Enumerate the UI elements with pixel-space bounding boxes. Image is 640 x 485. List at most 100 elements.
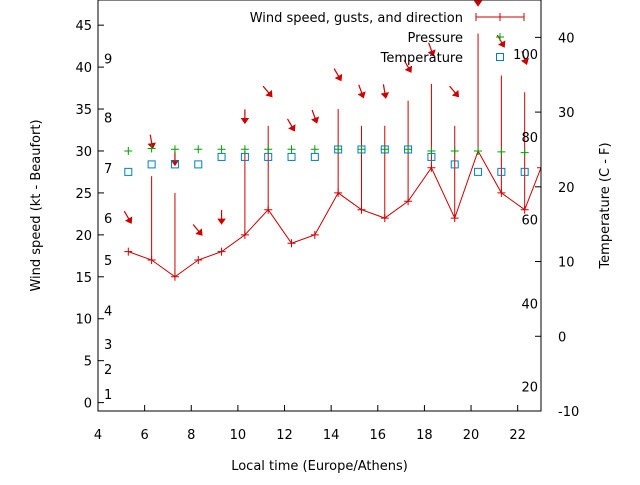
temperature-point <box>427 152 436 161</box>
temperature-point <box>147 160 156 169</box>
arrow-head <box>124 216 133 224</box>
temperature-point <box>520 167 529 176</box>
y2-tick-label: 30 <box>558 106 575 121</box>
wind-speed-point <box>427 163 436 172</box>
x-axis-title: Local time (Europe/Athens) <box>231 459 408 474</box>
beaufort-label: 7 <box>104 162 112 177</box>
wind-speed-point <box>240 230 249 239</box>
temperature-point <box>310 152 319 161</box>
beaufort-label: 2 <box>104 363 112 378</box>
temperature-point <box>474 167 483 176</box>
arrow-head <box>288 124 296 132</box>
wind-direction-arrow <box>240 109 250 125</box>
wind-speed-point <box>287 239 296 248</box>
arrow-head <box>427 49 436 57</box>
pressure-point <box>217 145 226 154</box>
arrow-head <box>195 228 203 236</box>
temperature-point <box>450 160 459 169</box>
wind-direction-arrow <box>520 50 529 66</box>
arrow-head <box>520 57 529 66</box>
pressure-point <box>404 145 413 154</box>
arrow-head <box>451 89 460 98</box>
wind-speed-point <box>217 247 226 256</box>
temperature-point <box>264 152 273 161</box>
wind-speed-line <box>128 149 541 278</box>
beaufort-label: 9 <box>104 53 112 68</box>
temperature-point <box>194 160 203 169</box>
wind-speed-point <box>194 256 203 265</box>
pressure-point <box>520 148 529 157</box>
arrow-head <box>357 91 366 99</box>
fahrenheit-label: 80 <box>521 131 538 146</box>
arrow-head <box>473 0 483 7</box>
x-tick-label: 8 <box>187 428 195 443</box>
wind-speed-point <box>497 188 506 197</box>
x-tick-label: 4 <box>94 428 102 443</box>
wind-direction-arrow <box>403 59 413 73</box>
arrow-head <box>170 159 180 167</box>
pressure-point <box>497 147 506 156</box>
wind-direction-arrow <box>449 85 460 98</box>
wind-direction-arrow <box>311 109 320 124</box>
arrow-head <box>380 92 390 99</box>
wind-speed-point <box>450 214 459 223</box>
y-tick-label: 40 <box>75 61 92 76</box>
x-tick-label: 18 <box>416 428 433 443</box>
wind-speed-point <box>124 247 133 256</box>
y-axis-title: Wind speed (kt - Beaufort) <box>29 119 44 291</box>
beaufort-label: 4 <box>104 304 112 319</box>
x-tick-label: 12 <box>276 428 293 443</box>
wind-speed-point <box>520 205 529 214</box>
y-tick-label: 10 <box>75 313 92 328</box>
y-tick-label: 0 <box>84 397 92 412</box>
legend-label: Pressure <box>407 31 463 46</box>
temperature-point <box>170 160 179 169</box>
fahrenheit-label: 20 <box>521 380 538 395</box>
wind-speed-point <box>170 272 179 281</box>
pressure-point <box>240 145 249 154</box>
beaufort-label: 3 <box>104 338 112 353</box>
arrow-head <box>311 116 320 124</box>
plot-frame <box>97 0 542 412</box>
wind-direction-arrow <box>357 84 366 99</box>
x-tick-label: 10 <box>230 428 247 443</box>
pressure-point <box>310 145 319 154</box>
wind-direction-arrow <box>170 151 180 167</box>
wind-direction-arrow <box>217 210 226 225</box>
arrow-head <box>334 73 343 82</box>
wind-speed-point <box>404 197 413 206</box>
legend-label: Wind speed, gusts, and direction <box>250 11 463 26</box>
wind-speed-point <box>537 163 541 172</box>
x-tick-label: 14 <box>323 428 340 443</box>
wind-direction-arrow <box>333 68 343 82</box>
wind-direction-arrow <box>427 42 436 57</box>
temperature-point <box>217 152 226 161</box>
pressure-point <box>474 146 483 155</box>
wind-speed-point <box>357 205 366 214</box>
x-tick-label: 22 <box>509 428 526 443</box>
arrow-head <box>240 118 250 125</box>
wind-direction-arrow <box>496 34 506 48</box>
wind-speed-point <box>147 256 156 265</box>
wind-speed-point <box>264 205 273 214</box>
temperature-point <box>334 145 343 154</box>
y2-tick-label: 10 <box>558 256 575 271</box>
arrow-head <box>404 65 413 73</box>
pressure-point <box>357 145 366 154</box>
pressure-point <box>380 145 389 154</box>
temperature-point <box>380 145 389 154</box>
wind-direction-arrow <box>262 85 273 98</box>
wind-direction-arrow <box>287 118 296 132</box>
pressure-point <box>450 146 459 155</box>
y-tick-label: 35 <box>75 103 92 118</box>
legend-swatch-plus <box>496 13 504 21</box>
arrow-head <box>265 89 273 98</box>
pressure-point <box>147 144 156 153</box>
beaufort-label: 8 <box>104 111 112 126</box>
y-tick-label: 15 <box>75 271 92 286</box>
y2-tick-label: 20 <box>558 181 575 196</box>
y2-tick-label: 40 <box>558 31 575 46</box>
beaufort-label: 6 <box>104 212 112 227</box>
